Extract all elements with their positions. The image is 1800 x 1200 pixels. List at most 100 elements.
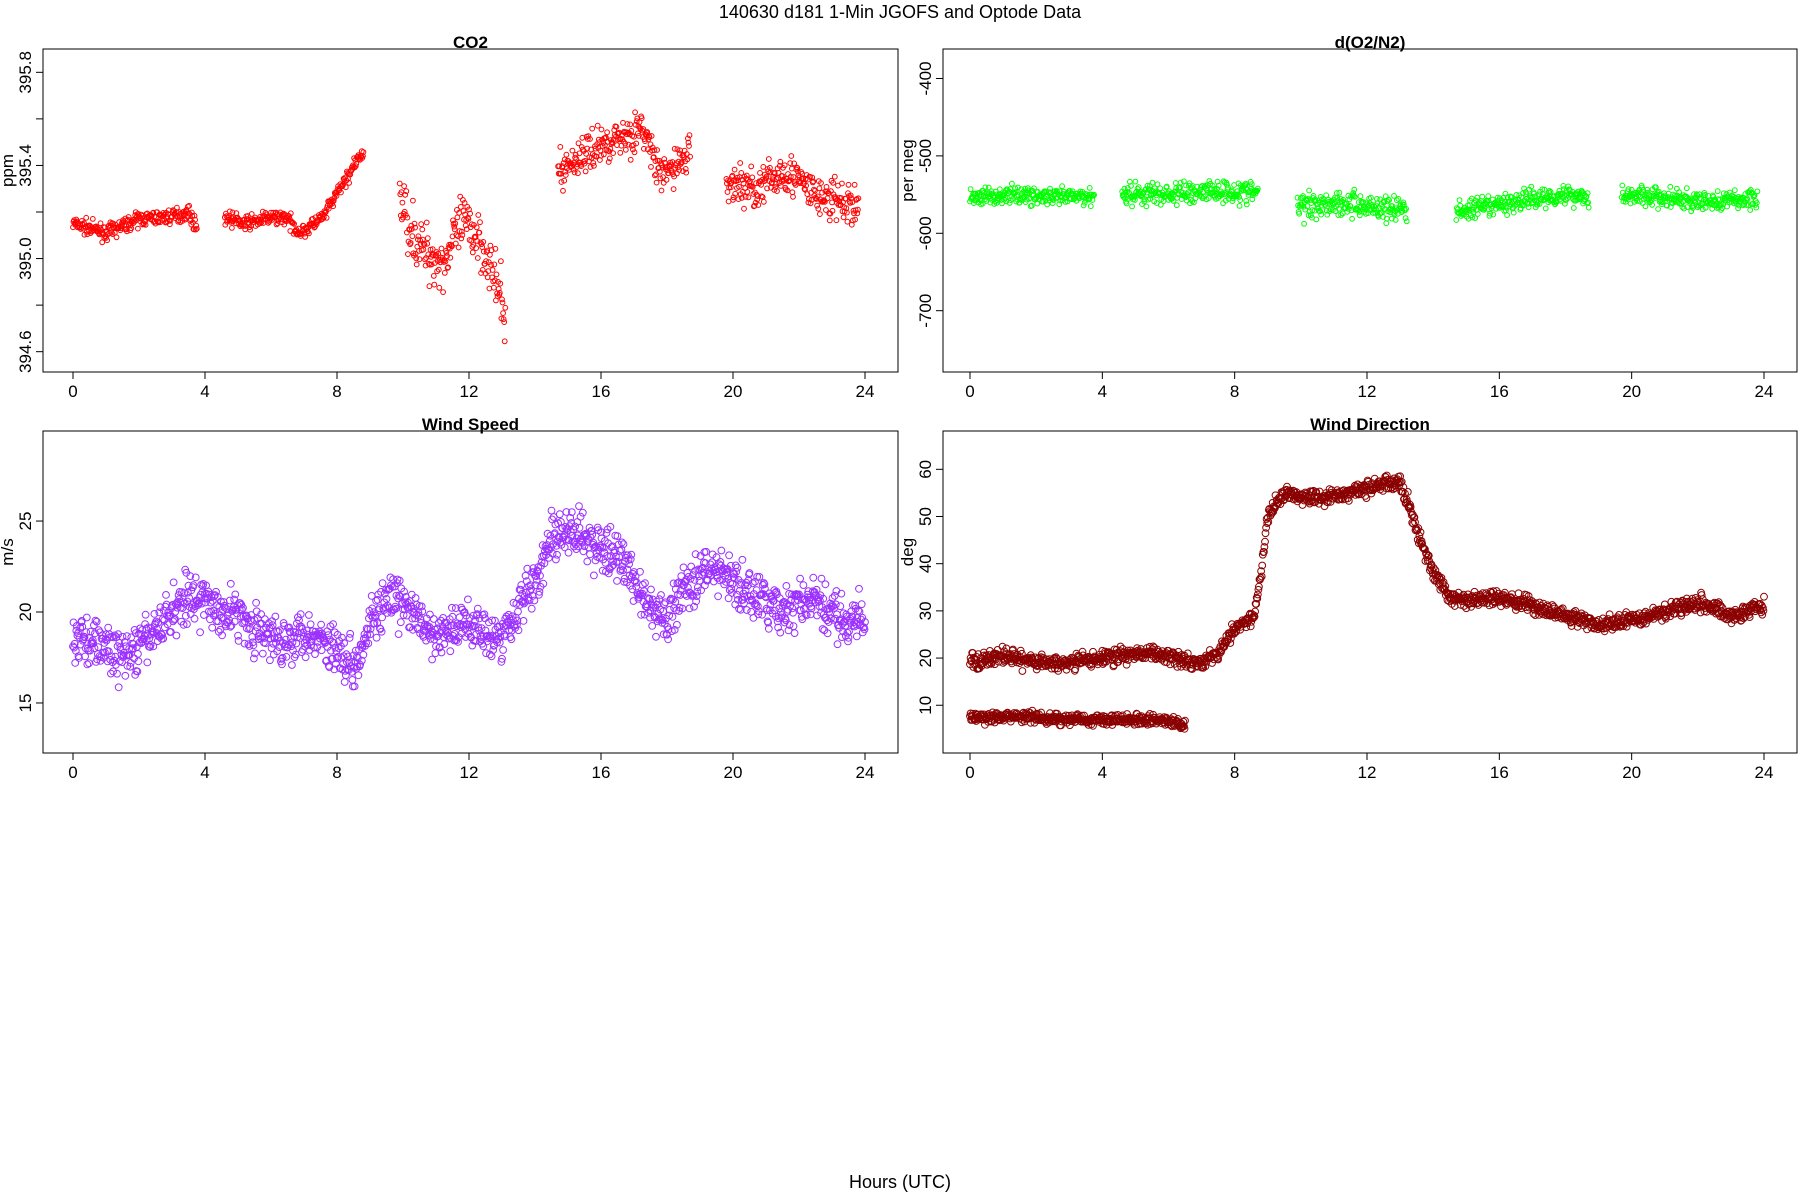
data-point — [205, 590, 214, 599]
data-point — [840, 214, 847, 221]
data-point — [790, 193, 796, 200]
data-point — [206, 615, 214, 624]
data-point — [1248, 181, 1255, 188]
data-point — [502, 304, 509, 311]
data-point — [1086, 185, 1093, 191]
x-tick-label: 12 — [1358, 763, 1377, 782]
data-point — [433, 249, 440, 255]
data-point — [1081, 199, 1088, 206]
data-point — [575, 140, 582, 147]
data-point — [106, 230, 113, 237]
x-tick-label: 16 — [1490, 763, 1509, 782]
data-point — [428, 655, 437, 664]
x-tick-label: 24 — [856, 763, 875, 782]
data-point — [852, 207, 859, 214]
data-point — [480, 239, 487, 245]
data-point — [366, 630, 374, 639]
data-point — [586, 550, 594, 559]
data-point — [301, 653, 310, 662]
data-point — [501, 338, 508, 345]
data-point — [250, 616, 259, 624]
data-point — [100, 639, 109, 647]
data-point — [576, 150, 583, 157]
data-point — [613, 123, 620, 130]
data-point — [226, 208, 233, 215]
data-point — [121, 671, 130, 680]
data-point — [220, 603, 229, 612]
data-point — [1528, 183, 1535, 190]
data-point — [449, 243, 455, 250]
data-point — [480, 610, 489, 619]
data-point — [317, 646, 326, 655]
data-point — [575, 170, 581, 177]
data-point — [1301, 220, 1307, 227]
data-point — [418, 607, 427, 616]
data-point — [473, 224, 480, 231]
data-point — [1198, 193, 1205, 200]
data-point — [1214, 185, 1220, 192]
data-point — [598, 152, 604, 159]
data-point — [354, 671, 363, 680]
data-point — [657, 175, 664, 182]
data-point — [185, 594, 194, 602]
data-points — [966, 471, 1768, 733]
data-point — [1573, 190, 1580, 197]
data-point — [330, 628, 339, 637]
data-point — [1664, 202, 1670, 209]
data-point — [129, 644, 137, 653]
data-point — [167, 628, 175, 636]
x-tick-label: 24 — [1755, 382, 1774, 401]
data-point — [266, 656, 274, 665]
y-tick-label: -500 — [916, 139, 935, 173]
data-point — [491, 261, 498, 268]
data-point — [330, 203, 337, 210]
data-point — [562, 172, 569, 178]
data-point — [342, 184, 349, 191]
data-point — [200, 611, 208, 619]
data-point — [159, 634, 168, 643]
data-point — [714, 592, 722, 601]
data-point — [1059, 183, 1065, 190]
data-point — [609, 140, 616, 146]
data-point — [246, 616, 255, 624]
data-point — [812, 187, 818, 194]
data-point — [399, 611, 408, 619]
data-point — [460, 197, 466, 203]
data-point — [74, 629, 82, 638]
data-point — [116, 643, 125, 651]
data-point — [738, 170, 745, 176]
data-point — [89, 639, 98, 648]
data-point — [973, 196, 980, 203]
data-point — [583, 557, 592, 566]
data-point — [744, 189, 751, 195]
data-point — [829, 199, 835, 206]
data-point — [1304, 203, 1311, 210]
data-point — [802, 186, 808, 193]
data-point — [1018, 667, 1027, 675]
x-tick-label: 20 — [724, 763, 743, 782]
data-point — [651, 147, 658, 154]
y-tick-label: 394.6 — [16, 330, 35, 373]
data-point — [1386, 197, 1392, 204]
data-point — [331, 643, 340, 652]
data-point — [455, 244, 462, 251]
data-point — [499, 646, 508, 654]
data-point — [1323, 192, 1330, 199]
data-point — [416, 256, 423, 263]
data-point — [1057, 197, 1064, 204]
data-point — [394, 630, 403, 638]
data-point — [249, 641, 258, 650]
data-point — [141, 610, 150, 619]
data-point — [275, 626, 284, 635]
data-point — [1477, 202, 1483, 208]
data-point — [447, 254, 454, 261]
data-point — [1388, 215, 1395, 222]
chart-title: d(O2/N2) — [1335, 33, 1406, 52]
data-point — [298, 624, 307, 633]
data-point — [289, 627, 298, 636]
data-point — [1352, 193, 1358, 200]
data-point — [553, 550, 561, 559]
data-point — [305, 646, 314, 654]
data-point — [500, 310, 507, 317]
